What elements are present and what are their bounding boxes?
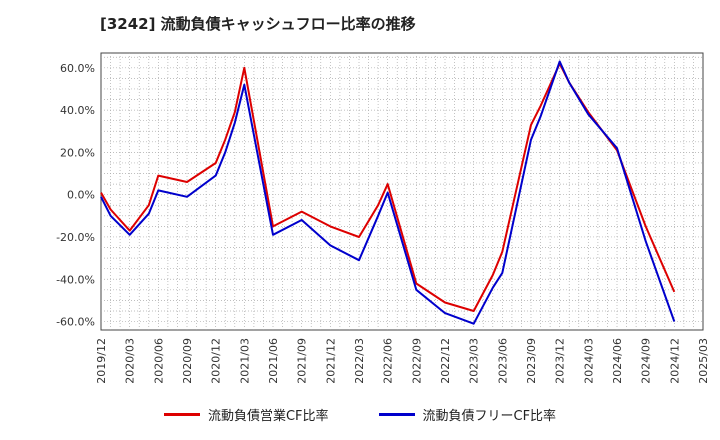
legend-item-free-cf: 流動負債フリーCF比率: [378, 405, 557, 424]
x-tick-label: 2021/12: [324, 338, 337, 384]
x-tick-label: 2020/03: [124, 338, 137, 384]
legend-item-operating-cf: 流動負債営業CF比率: [163, 405, 329, 424]
x-tick-label: 2023/06: [496, 338, 509, 384]
y-tick-label: 40.0%: [60, 104, 95, 117]
x-tick-label: 2020/09: [181, 338, 194, 384]
x-tick-label: 2022/03: [353, 338, 366, 384]
x-tick-label: 2022/09: [410, 338, 423, 384]
legend: 流動負債営業CF比率 流動負債フリーCF比率: [0, 405, 720, 424]
x-tick-label: 2021/09: [296, 338, 309, 384]
x-tick-label: 2024/03: [582, 338, 595, 384]
series-layer: [100, 60, 676, 325]
y-tick-label: 20.0%: [60, 146, 95, 159]
axis-layer: 60.0% 40.0% 20.0% 0.0% -20.0% -40.0% -60.0%201…: [56, 62, 710, 384]
x-tick-label: 2023/03: [468, 338, 481, 384]
x-tick-label: 2022/12: [439, 338, 452, 384]
chart-title: [3242] 流動負債キャッシュフロー比率の推移: [100, 15, 416, 33]
plot-frame: [100, 52, 704, 331]
x-tick-label: 2021/06: [267, 338, 280, 384]
x-tick-label: 2023/09: [525, 338, 538, 384]
legend-label-free-cf: 流動負債フリーCF比率: [422, 409, 557, 424]
legend-label-operating-cf: 流動負債営業CF比率: [207, 409, 329, 424]
series-line-0: [100, 62, 676, 312]
y-tick-label: -20.0%: [56, 231, 95, 244]
x-tick-label: 2020/06: [152, 338, 165, 384]
y-tick-label: 60.0%: [60, 62, 95, 75]
x-tick-label: 2024/09: [640, 338, 653, 384]
x-tick-label: 2021/03: [238, 338, 251, 384]
x-tick-label: 2023/12: [554, 338, 567, 384]
x-tick-label: 2025/03: [697, 338, 710, 384]
x-tick-label: 2019/12: [95, 338, 108, 384]
y-tick-label: -60.0%: [56, 316, 95, 329]
x-tick-label: 2024/06: [611, 338, 624, 384]
x-tick-label: 2024/12: [668, 338, 681, 384]
series-line-1: [100, 60, 676, 325]
grid-layer: [100, 52, 704, 331]
legend-swatch-free-cf: [378, 413, 415, 416]
x-tick-label: 2020/12: [210, 338, 223, 384]
y-tick-label: 0.0%: [67, 189, 95, 202]
legend-swatch-operating-cf: [163, 413, 200, 416]
y-tick-label: -40.0%: [56, 273, 95, 286]
x-tick-label: 2022/06: [382, 338, 395, 384]
